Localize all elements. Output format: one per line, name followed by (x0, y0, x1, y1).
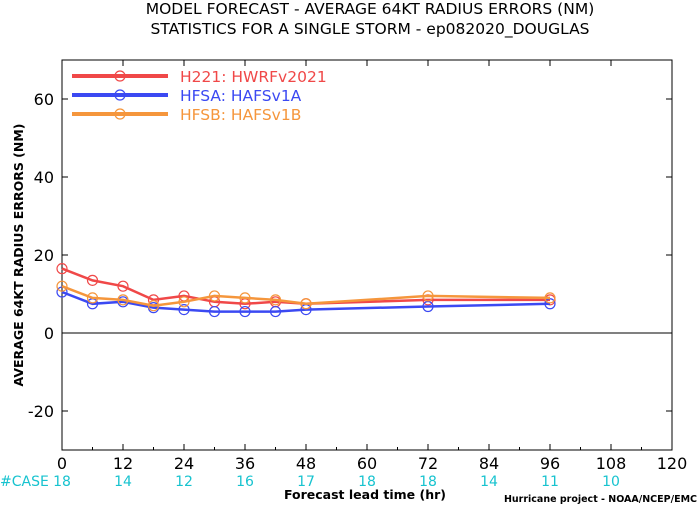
data-point (269, 305, 282, 318)
data-point (147, 300, 160, 312)
data-point (86, 274, 99, 286)
legend-marker (114, 70, 126, 82)
title-line-2: STATISTICS FOR A SINGLE STORM - ep082020… (150, 20, 589, 39)
data-point (56, 280, 68, 292)
x-tick-label: 108 (596, 454, 627, 473)
case-count: 17 (297, 474, 315, 490)
data-point (178, 304, 190, 316)
legend-marker (114, 89, 126, 101)
legend-label: H221: HWRFv2021 (180, 68, 327, 86)
data-point (117, 280, 129, 292)
data-point (239, 305, 251, 318)
case-count: 18 (358, 474, 376, 490)
plot-frame (61, 59, 673, 451)
x-tick-label: 60 (357, 454, 377, 473)
series-line (61, 267, 550, 306)
credit-text: Hurricane project - NOAA/NCEP/EMC (504, 494, 697, 505)
data-point (208, 290, 221, 302)
data-point (269, 294, 282, 306)
data-point (117, 294, 129, 306)
y-tick-label: 40 (34, 168, 54, 187)
series-line (61, 290, 551, 313)
x-tick-label: 96 (540, 454, 560, 473)
case-count: 11 (541, 474, 559, 490)
case-header-label: #CASE (0, 474, 49, 490)
data-point (544, 298, 556, 310)
case-count: 10 (602, 474, 620, 490)
y-tick-label: -20 (28, 402, 54, 421)
data-point (56, 263, 68, 275)
data-point (544, 292, 556, 304)
x-tick-label: 120 (657, 454, 688, 473)
x-tick-label: 24 (174, 454, 194, 473)
data-point (239, 292, 251, 304)
case-count: 18 (53, 474, 71, 490)
y-tick-label: 20 (34, 246, 54, 265)
legend-label: HFSA: HAFSv1A (180, 87, 302, 105)
case-count: 14 (114, 474, 132, 490)
x-tick-label: 48 (296, 454, 316, 473)
chart-title: MODEL FORECAST - AVERAGE 64KT RADIUS ERR… (146, 0, 595, 39)
data-point (422, 290, 434, 302)
title-line-1: MODEL FORECAST - AVERAGE 64KT RADIUS ERR… (146, 0, 595, 18)
x-tick-label: 84 (479, 454, 499, 473)
case-count: 14 (480, 474, 498, 490)
x-tick-label: 12 (113, 454, 133, 473)
legend-marker (114, 108, 126, 120)
x-axis-label: Forecast lead time (hr) (284, 487, 446, 502)
case-count: 18 (419, 474, 437, 490)
data-point (300, 298, 312, 310)
x-tick-label: 0 (57, 454, 67, 473)
series-line (61, 285, 551, 307)
data-point (178, 296, 190, 308)
y-axis-label: AVERAGE 64KT RADIUS ERRORS (NM) (11, 123, 26, 386)
data-point (208, 305, 221, 318)
y-tick-label: 0 (44, 324, 54, 343)
case-count: 12 (175, 474, 193, 490)
legend-label: HFSB: HAFSv1B (180, 106, 301, 124)
x-tick-label: 36 (235, 454, 255, 473)
x-tick-label: 72 (418, 454, 438, 473)
y-tick-label: 60 (34, 90, 54, 109)
data-point (86, 292, 99, 304)
case-count: 16 (236, 474, 254, 490)
